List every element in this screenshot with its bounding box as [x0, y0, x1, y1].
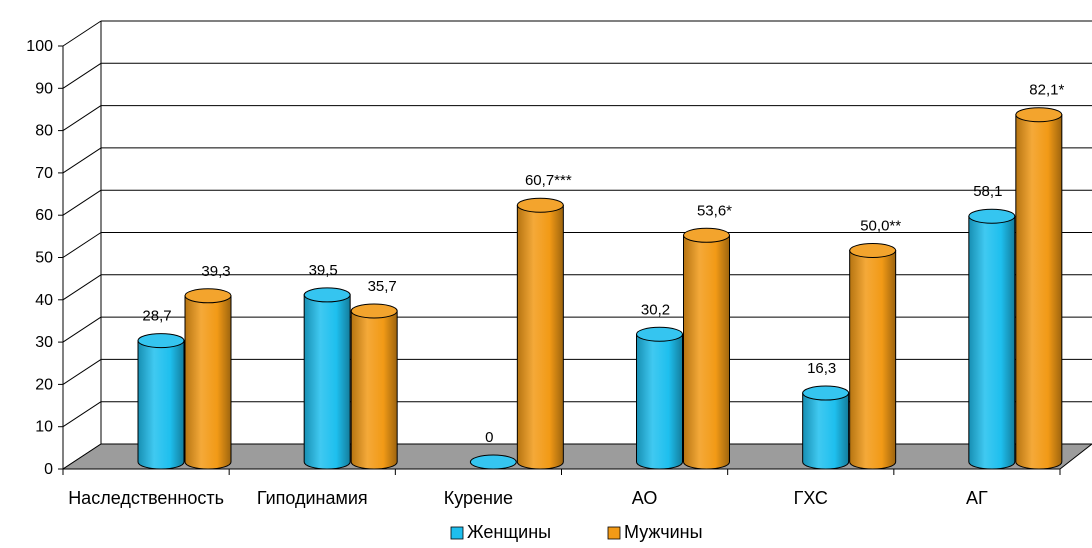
y-tick-label: 70 — [35, 165, 53, 182]
bar — [350, 303, 398, 470]
data-label: 58,1 — [973, 183, 1002, 200]
bar — [137, 333, 185, 470]
y-tick-label: 20 — [35, 376, 53, 393]
data-label: 28,7 — [142, 308, 171, 325]
grid-layer — [62, 20, 1092, 470]
x-tick-label: АГ — [966, 488, 988, 508]
x-tick-label: АО — [632, 488, 658, 508]
bar-layer — [137, 107, 1063, 470]
bar — [849, 243, 897, 470]
y-tick-label: 100 — [26, 38, 53, 55]
data-label: 60,7*** — [525, 172, 572, 189]
y-tick-label: 60 — [35, 207, 53, 224]
axis-layer: 0 10 20 30 40 50 60 70 80 90 100 Наследственность Ги… — [26, 38, 1061, 508]
data-label: 0 — [485, 429, 493, 446]
x-tick-label: Курение — [444, 488, 513, 508]
bar — [683, 227, 730, 470]
legend: Женщины Мужчины — [450, 522, 703, 542]
data-label: 50,0** — [860, 218, 901, 235]
grid-diagonal — [62, 401, 102, 428]
grid-diagonal — [62, 62, 102, 89]
legend-swatch-women — [450, 526, 464, 540]
x-tick-label: Гиподинамия — [257, 488, 368, 508]
grid-diagonal — [62, 147, 102, 174]
grid-diagonal — [62, 316, 102, 343]
label-layer: 28,7 39,3 39,5 35,7 0 60,7*** 30,2 53,6* 16,3 50,… — [142, 82, 1064, 446]
legend-swatch-men — [607, 526, 621, 540]
y-tick-label: 30 — [35, 334, 53, 351]
y-tick-label: 80 — [35, 123, 53, 140]
bar — [1015, 107, 1063, 470]
x-tick-label: Наследственность — [68, 488, 224, 508]
data-label: 53,6* — [697, 202, 732, 219]
data-label: 16,3 — [807, 360, 836, 377]
x-tick-label: ГХС — [794, 488, 828, 508]
grid-diagonal — [62, 20, 102, 47]
data-label: 35,7 — [368, 278, 397, 295]
data-label: 39,5 — [309, 262, 338, 279]
legend-label-men: Мужчины — [624, 522, 703, 542]
legend-label-women: Женщины — [467, 522, 551, 542]
y-tick-label: 50 — [35, 250, 53, 267]
bar — [636, 326, 683, 470]
y-tick-label: 40 — [35, 292, 53, 309]
data-label: 39,3 — [201, 263, 230, 280]
grid-diagonal — [62, 358, 102, 385]
bar — [968, 208, 1016, 470]
bar — [802, 385, 850, 470]
y-tick-label: 10 — [35, 419, 53, 436]
grid-diagonal — [62, 232, 102, 258]
bar — [516, 197, 564, 470]
grid-diagonal — [62, 189, 102, 216]
bar — [184, 288, 232, 470]
data-label: 82,1* — [1029, 82, 1064, 99]
y-tick-label: 0 — [44, 461, 53, 478]
grid-diagonal — [62, 274, 102, 301]
grid-diagonal — [62, 105, 102, 132]
bar — [469, 454, 517, 470]
y-tick-label: 90 — [35, 80, 53, 97]
data-label: 30,2 — [641, 301, 670, 318]
bar — [303, 287, 351, 470]
